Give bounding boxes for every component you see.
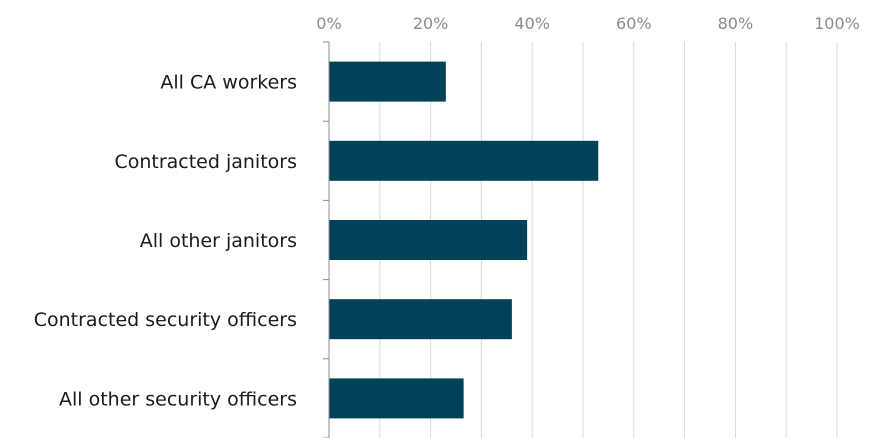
x-tick-label: 20% — [413, 14, 449, 33]
category-label: Contracted security officers — [34, 309, 297, 331]
x-tick-label: 100% — [814, 14, 860, 33]
category-label: All other janitors — [140, 230, 297, 252]
x-tick-label: 60% — [616, 14, 652, 33]
bar — [329, 378, 464, 419]
bar — [329, 140, 599, 181]
bar — [329, 299, 512, 340]
category-label: All CA workers — [160, 72, 297, 94]
gridlines — [328, 42, 838, 438]
x-axis-ticks: 0% 20% 40% 60% 80% 100% — [316, 14, 860, 33]
bar — [329, 61, 446, 102]
category-label: All other security officers — [59, 388, 297, 410]
bar — [329, 220, 528, 260]
bars — [329, 61, 599, 419]
category-label: Contracted janitors — [114, 151, 297, 173]
x-tick-label: 80% — [718, 14, 754, 33]
category-labels: All CA workers Contracted janitors All oth… — [34, 41, 329, 438]
x-tick-label: 40% — [514, 14, 550, 33]
x-tick-label: 0% — [316, 14, 341, 33]
